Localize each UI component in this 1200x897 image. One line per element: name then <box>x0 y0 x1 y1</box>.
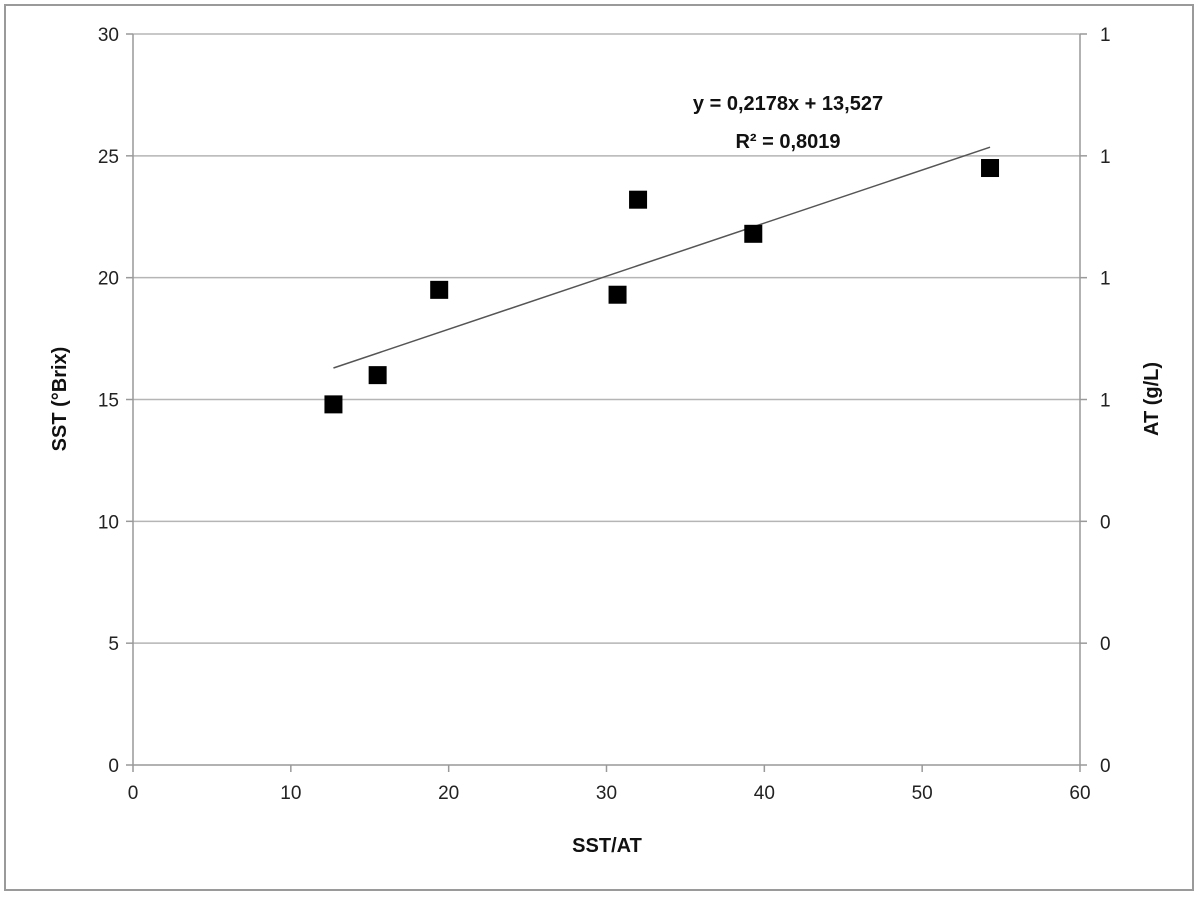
data-point <box>629 190 648 209</box>
x-tick-label: 0 <box>128 783 139 804</box>
y2-tick-label: 1 <box>1100 25 1111 46</box>
y2-tick-label: 0 <box>1100 756 1111 777</box>
data-points <box>324 159 1000 414</box>
data-point <box>430 280 449 299</box>
y-tick-label: 20 <box>98 269 119 290</box>
x-tick-label: 10 <box>280 783 301 804</box>
trendline-equation: y = 0,2178x + 13,527 <box>693 93 883 115</box>
y-tick-label: 5 <box>108 634 119 655</box>
x-tick-label: 30 <box>596 783 617 804</box>
gridlines <box>133 33 1080 644</box>
trendline <box>333 146 991 369</box>
y2-tick-label: 1 <box>1100 147 1111 168</box>
trendline-r2: R² = 0,8019 <box>735 131 840 153</box>
x-tick-label: 50 <box>912 783 933 804</box>
y2-tick-label: 0 <box>1100 634 1111 655</box>
x-axis-title: SST/AT <box>572 835 642 857</box>
annotations: y = 0,2178x + 13,527 R² = 0,8019 SST/AT … <box>49 93 1163 857</box>
chart-frame <box>4 4 1194 891</box>
data-point <box>981 159 1000 178</box>
y2-tick-label: 1 <box>1100 269 1111 290</box>
data-point <box>744 224 763 243</box>
axes <box>126 33 1087 772</box>
y-tick-label: 10 <box>98 512 119 533</box>
x-tick-label: 60 <box>1069 783 1090 804</box>
data-point <box>608 285 627 304</box>
y2-tick-label: 1 <box>1100 391 1111 412</box>
tick-labels: 0 05 010 015 120 125 130 10 10 20 30 40 50 60 <box>98 25 1111 804</box>
data-point <box>324 395 343 414</box>
trendline-group <box>333 146 991 369</box>
y-tick-label: 15 <box>98 391 119 412</box>
y-tick-label: 30 <box>98 25 119 46</box>
y-tick-label: 25 <box>98 147 119 168</box>
data-point <box>368 366 387 385</box>
x-tick-label: 40 <box>754 783 775 804</box>
y2-axis-title: AT (g/L) <box>1141 362 1163 436</box>
y2-tick-label: 0 <box>1100 512 1111 533</box>
y-tick-label: 0 <box>108 756 119 777</box>
x-tick-label: 20 <box>438 783 459 804</box>
y-axis-title: SST (°Brix) <box>49 347 71 452</box>
